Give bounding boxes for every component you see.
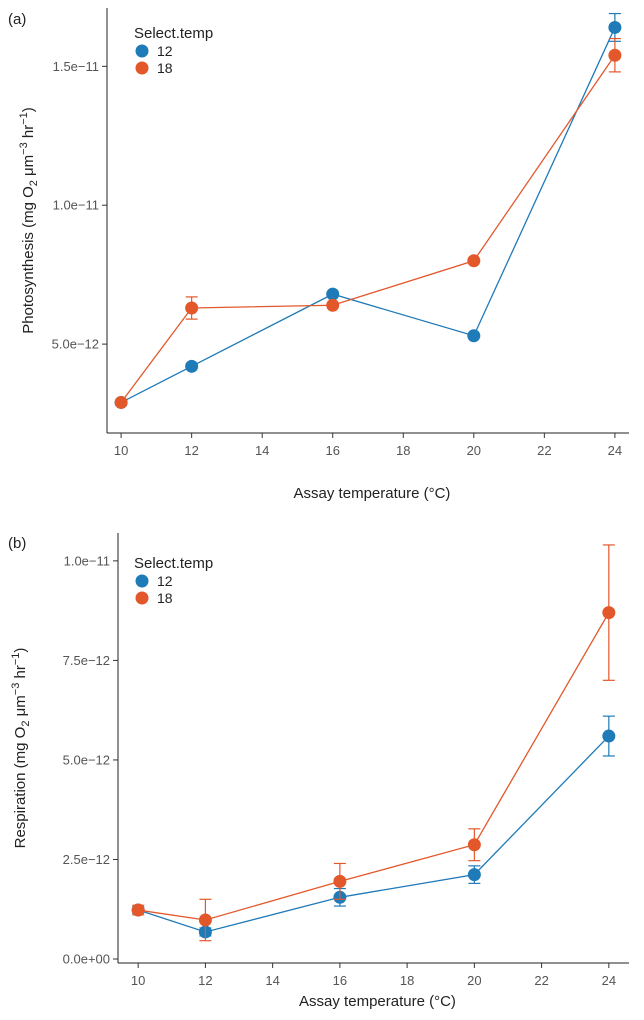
panel-tag: (b)	[8, 535, 26, 552]
y-axis-title-part: −3	[18, 142, 30, 155]
data-point	[467, 838, 481, 852]
data-point	[114, 395, 128, 409]
y-axis-title-part: )	[12, 648, 29, 653]
series-18	[131, 544, 616, 942]
data-point	[131, 903, 145, 917]
legend-swatch	[135, 574, 149, 588]
y-tick-label: 7.5e−12	[63, 653, 110, 668]
data-point	[608, 20, 622, 34]
y-tick-label: 5.0e−12	[52, 337, 99, 352]
x-axis-title: Assay temperature (°C)	[299, 993, 456, 1010]
series-line	[137, 735, 610, 933]
data-point	[608, 48, 622, 62]
y-tick-label: 1.5e−11	[53, 59, 99, 74]
x-tick-label: 24	[602, 973, 616, 988]
legend-label: 18	[157, 60, 173, 76]
panel-tag: (a)	[8, 11, 26, 28]
y-axis-title-part: μm	[20, 155, 37, 180]
x-tick-label: 16	[333, 973, 347, 988]
data-point	[326, 298, 340, 312]
x-tick-label: 16	[325, 443, 339, 458]
x-tick-label: 10	[131, 973, 145, 988]
y-axis-title: Photosynthesis (mg O2 μm−3 hr−1)	[18, 107, 40, 334]
x-tick-label: 18	[396, 443, 410, 458]
series-12	[114, 12, 622, 409]
series-line	[120, 27, 616, 404]
series-line	[138, 612, 610, 921]
x-axis-title: Assay temperature (°C)	[294, 485, 451, 502]
y-axis-title-part: −3	[10, 683, 22, 696]
x-tick-label: 24	[608, 443, 622, 458]
x-tick-label: 10	[114, 443, 128, 458]
legend-swatch	[135, 44, 149, 58]
x-tick-label: 20	[467, 973, 481, 988]
data-point	[198, 913, 212, 927]
x-tick-label: 22	[537, 443, 551, 458]
y-tick-label: 2.5e−12	[63, 852, 110, 867]
legend-swatch	[135, 61, 149, 75]
y-axis-title-part: 2	[28, 180, 40, 186]
y-axis-title-part: μm	[12, 695, 29, 720]
x-tick-label: 14	[265, 973, 279, 988]
data-point	[467, 868, 481, 882]
y-axis-title-part: −1	[18, 112, 30, 125]
data-point	[602, 729, 616, 743]
x-tick-label: 22	[534, 973, 548, 988]
y-axis-title-part: Photosynthesis (mg O	[20, 186, 37, 334]
x-tick-label: 20	[467, 443, 481, 458]
y-axis-title-part: −1	[10, 653, 22, 666]
data-point	[333, 874, 347, 888]
data-point	[602, 606, 616, 620]
y-axis-title-part: Respiration (mg O	[12, 727, 29, 849]
series-18	[114, 37, 622, 409]
y-tick-label: 0.0e+00	[63, 952, 110, 967]
y-tick-label: 5.0e−12	[63, 752, 110, 767]
legend-label: 18	[157, 590, 173, 606]
x-tick-label: 12	[198, 973, 212, 988]
data-point	[185, 359, 199, 373]
legend-title: Select.temp	[134, 25, 213, 42]
y-axis-title-part: 2	[20, 721, 32, 727]
panel-a: (a) 10 12 14 16 18 20 22 24 5.0e−12 1.0e−11 1.5e−11…	[8, 8, 629, 502]
data-point	[185, 301, 199, 315]
x-tick-label: 12	[184, 443, 198, 458]
legend-title: Select.temp	[134, 555, 213, 572]
x-tick-label: 14	[255, 443, 269, 458]
y-axis-title-part: )	[20, 107, 37, 112]
series-12	[131, 715, 616, 939]
y-axis-title: Respiration (mg O2 μm−3 hr−1)	[10, 648, 32, 849]
y-axis-title-part: hr	[20, 125, 37, 143]
data-point	[467, 254, 481, 268]
data-point	[467, 329, 481, 343]
x-tick-label: 18	[400, 973, 414, 988]
legend-label: 12	[157, 43, 173, 59]
y-tick-label: 1.0e−11	[64, 553, 110, 568]
series-line	[120, 54, 616, 403]
legend-swatch	[135, 591, 149, 605]
y-axis-title-part: hr	[12, 665, 29, 683]
data-point	[326, 287, 340, 301]
y-tick-label: 1.0e−11	[53, 198, 99, 213]
panel-b: (b) 10 12 14 16 18 20 22 24 0.0e+00 2.5e−12 5.0e−12…	[8, 533, 629, 1010]
legend-label: 12	[157, 573, 173, 589]
